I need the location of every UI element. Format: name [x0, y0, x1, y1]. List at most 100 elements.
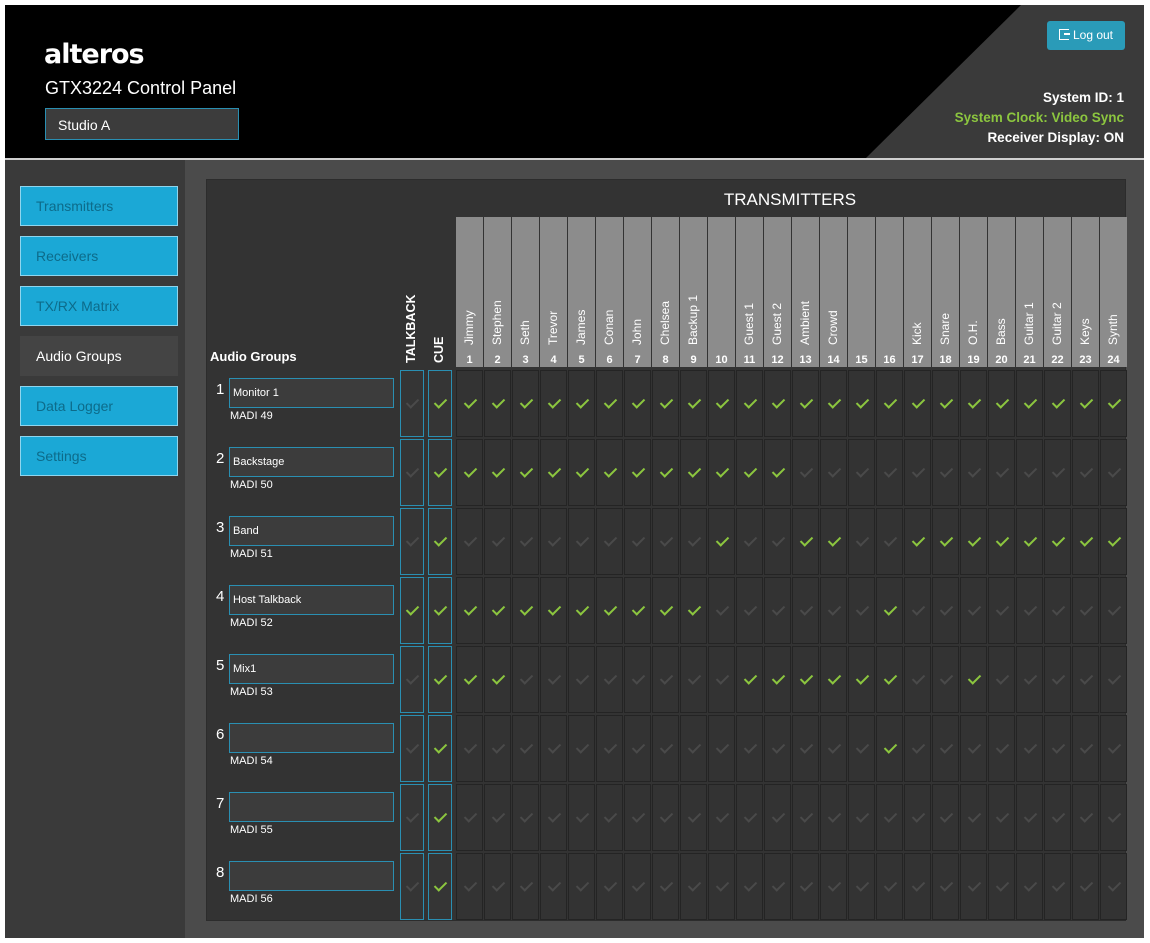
group-name-input[interactable]: Mix1 — [229, 654, 394, 684]
sidebar-item-settings[interactable]: Settings — [20, 436, 178, 476]
talkback-toggle[interactable] — [400, 439, 424, 506]
studio-name-field[interactable]: Studio A — [45, 108, 239, 140]
matrix-cell[interactable] — [568, 439, 595, 506]
matrix-cell[interactable] — [904, 439, 931, 506]
matrix-cell[interactable] — [848, 508, 875, 575]
matrix-cell[interactable] — [1016, 577, 1043, 644]
matrix-cell[interactable] — [1044, 439, 1071, 506]
matrix-cell[interactable] — [960, 577, 987, 644]
matrix-cell[interactable] — [960, 646, 987, 713]
matrix-cell[interactable] — [1016, 370, 1043, 437]
matrix-cell[interactable] — [624, 784, 651, 851]
matrix-cell[interactable] — [484, 439, 511, 506]
matrix-cell[interactable] — [932, 577, 959, 644]
matrix-cell[interactable] — [624, 370, 651, 437]
matrix-cell[interactable] — [876, 508, 903, 575]
matrix-cell[interactable] — [988, 370, 1015, 437]
matrix-cell[interactable] — [652, 715, 679, 782]
talkback-toggle[interactable] — [400, 370, 424, 437]
matrix-cell[interactable] — [1044, 853, 1071, 920]
matrix-cell[interactable] — [1044, 508, 1071, 575]
matrix-cell[interactable] — [596, 715, 623, 782]
talkback-toggle[interactable] — [400, 784, 424, 851]
matrix-cell[interactable] — [456, 577, 483, 644]
cue-toggle[interactable] — [428, 853, 452, 920]
matrix-cell[interactable] — [792, 646, 819, 713]
matrix-cell[interactable] — [568, 508, 595, 575]
matrix-cell[interactable] — [1100, 439, 1127, 506]
matrix-cell[interactable] — [960, 715, 987, 782]
matrix-cell[interactable] — [820, 439, 847, 506]
talkback-toggle[interactable] — [400, 715, 424, 782]
matrix-cell[interactable] — [904, 577, 931, 644]
matrix-cell[interactable] — [1072, 715, 1099, 782]
matrix-cell[interactable] — [876, 853, 903, 920]
matrix-cell[interactable] — [652, 853, 679, 920]
matrix-cell[interactable] — [512, 439, 539, 506]
matrix-cell[interactable] — [680, 439, 707, 506]
matrix-cell[interactable] — [708, 715, 735, 782]
cue-toggle[interactable] — [428, 370, 452, 437]
matrix-cell[interactable] — [932, 784, 959, 851]
matrix-cell[interactable] — [1072, 784, 1099, 851]
matrix-cell[interactable] — [848, 715, 875, 782]
matrix-cell[interactable] — [484, 508, 511, 575]
matrix-cell[interactable] — [1072, 577, 1099, 644]
matrix-cell[interactable] — [820, 577, 847, 644]
matrix-cell[interactable] — [988, 439, 1015, 506]
matrix-cell[interactable] — [932, 853, 959, 920]
matrix-cell[interactable] — [512, 715, 539, 782]
matrix-cell[interactable] — [848, 784, 875, 851]
matrix-cell[interactable] — [1072, 853, 1099, 920]
matrix-cell[interactable] — [848, 370, 875, 437]
matrix-cell[interactable] — [764, 853, 791, 920]
matrix-cell[interactable] — [512, 508, 539, 575]
matrix-cell[interactable] — [540, 508, 567, 575]
cue-toggle[interactable] — [428, 439, 452, 506]
talkback-toggle[interactable] — [400, 577, 424, 644]
matrix-cell[interactable] — [876, 577, 903, 644]
matrix-cell[interactable] — [904, 715, 931, 782]
matrix-cell[interactable] — [736, 370, 763, 437]
matrix-cell[interactable] — [456, 715, 483, 782]
sidebar-item-receivers[interactable]: Receivers — [20, 236, 178, 276]
matrix-cell[interactable] — [764, 715, 791, 782]
matrix-cell[interactable] — [708, 853, 735, 920]
matrix-cell[interactable] — [1016, 853, 1043, 920]
matrix-cell[interactable] — [1100, 784, 1127, 851]
matrix-cell[interactable] — [736, 577, 763, 644]
matrix-cell[interactable] — [512, 577, 539, 644]
matrix-cell[interactable] — [736, 646, 763, 713]
matrix-cell[interactable] — [708, 646, 735, 713]
group-name-input[interactable] — [229, 723, 394, 753]
matrix-cell[interactable] — [1100, 715, 1127, 782]
matrix-cell[interactable] — [624, 853, 651, 920]
matrix-cell[interactable] — [904, 370, 931, 437]
matrix-cell[interactable] — [1100, 370, 1127, 437]
matrix-cell[interactable] — [540, 853, 567, 920]
matrix-cell[interactable] — [680, 577, 707, 644]
matrix-cell[interactable] — [848, 577, 875, 644]
matrix-cell[interactable] — [960, 853, 987, 920]
matrix-cell[interactable] — [960, 370, 987, 437]
matrix-cell[interactable] — [456, 646, 483, 713]
matrix-cell[interactable] — [540, 439, 567, 506]
matrix-cell[interactable] — [736, 853, 763, 920]
matrix-cell[interactable] — [484, 646, 511, 713]
matrix-cell[interactable] — [652, 646, 679, 713]
matrix-cell[interactable] — [568, 577, 595, 644]
matrix-cell[interactable] — [456, 370, 483, 437]
matrix-cell[interactable] — [764, 784, 791, 851]
cue-toggle[interactable] — [428, 508, 452, 575]
matrix-cell[interactable] — [1016, 646, 1043, 713]
matrix-cell[interactable] — [1072, 439, 1099, 506]
matrix-cell[interactable] — [932, 715, 959, 782]
matrix-cell[interactable] — [988, 508, 1015, 575]
matrix-cell[interactable] — [680, 646, 707, 713]
group-name-input[interactable]: Band — [229, 516, 394, 546]
sidebar-item-audio-groups[interactable]: Audio Groups — [20, 336, 178, 376]
matrix-cell[interactable] — [820, 508, 847, 575]
matrix-cell[interactable] — [680, 853, 707, 920]
matrix-cell[interactable] — [848, 646, 875, 713]
matrix-cell[interactable] — [820, 853, 847, 920]
